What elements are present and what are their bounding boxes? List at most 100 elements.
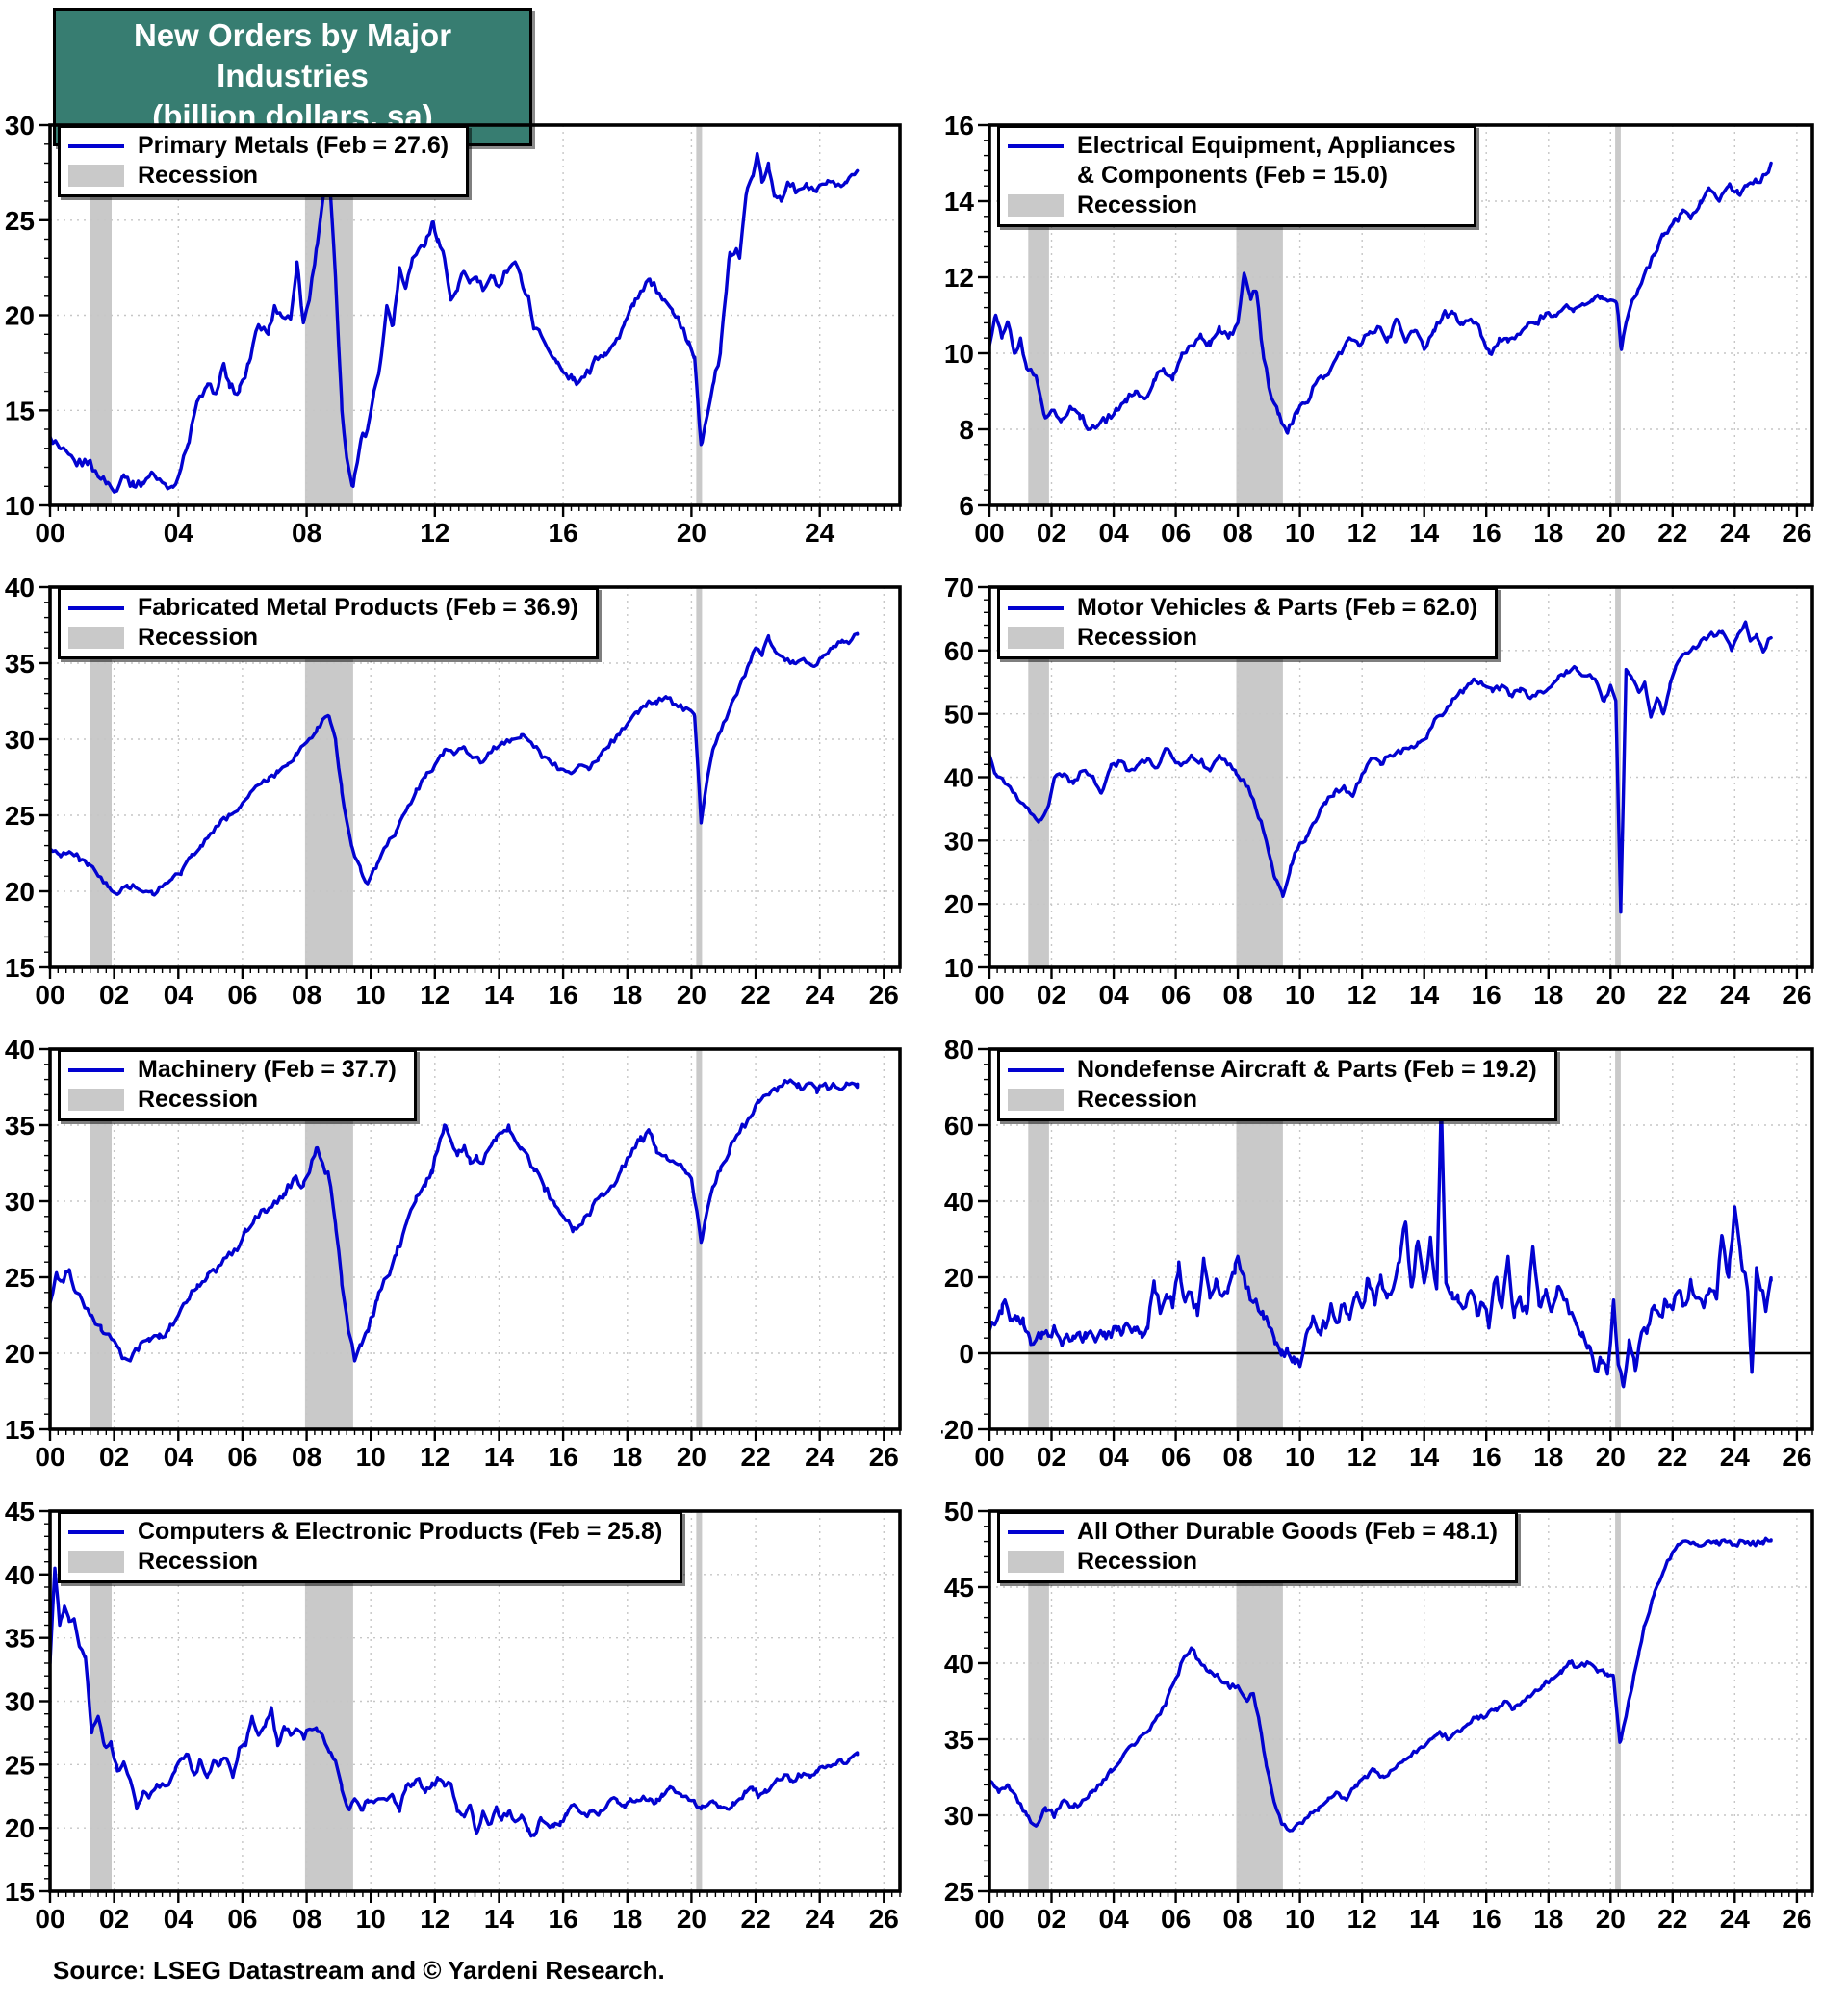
y-tick-label: 30 [5, 725, 35, 755]
recession-band [1028, 1511, 1049, 1891]
data-line [50, 1078, 860, 1363]
y-tick-label: 15 [5, 953, 35, 983]
legend-line-swatch [68, 593, 124, 623]
legend: Fabricated Metal Products (Feb = 36.9) Re… [58, 587, 599, 659]
x-tick-label: 04 [164, 518, 194, 548]
data-line [50, 151, 860, 494]
legend-recession-label: Recession [138, 162, 259, 189]
x-tick-label: 00 [35, 980, 64, 1010]
legend-line-swatch [1008, 593, 1064, 623]
legend-series-label: Fabricated Metal Products (Feb = 36.9) [138, 594, 578, 621]
x-tick-label: 10 [356, 980, 386, 1010]
legend-recession-row: Recession [68, 1547, 662, 1577]
panel-computers-electronic-products: 00 02 04 06 08 10 12 14 16 18 20 22 24 26 15 20 25 30 35 40… [2, 1482, 911, 1935]
legend-series-label: Motor Vehicles & Parts (Feb = 62.0) [1077, 594, 1478, 621]
y-tick-label: 40 [944, 1187, 974, 1217]
data-line [989, 161, 1773, 435]
x-tick-label: 08 [292, 1442, 321, 1472]
x-tick-label: 06 [227, 1442, 257, 1472]
y-tick-label: 15 [5, 1415, 35, 1445]
x-tick-label: 18 [1533, 1442, 1563, 1472]
x-tick-label: 00 [35, 1904, 64, 1934]
x-tick-label: 12 [1348, 980, 1377, 1010]
y-tick-label: 50 [944, 1497, 974, 1527]
y-tick-label: 20 [944, 1263, 974, 1293]
y-tick-label: 40 [944, 763, 974, 793]
legend-recession-swatch [68, 1547, 124, 1577]
panel-all-other-durable-goods: 00 02 04 06 08 10 12 14 16 18 20 22 24 26 25 30 35 40 45 50… [941, 1482, 1824, 1935]
legend-series-label: Nondefense Aircraft & Parts (Feb = 19.2) [1077, 1056, 1537, 1083]
x-tick-label: 08 [1223, 518, 1253, 548]
x-tick-label: 16 [1472, 1442, 1502, 1472]
legend-recession-swatch [68, 623, 124, 653]
x-tick-label: 08 [1223, 1442, 1253, 1472]
x-tick-label: 20 [677, 980, 706, 1010]
legend-recession-swatch [1008, 1547, 1064, 1577]
panel-nondefense-aircraft-parts: 00 02 04 06 08 10 12 14 16 18 20 22 24 26 -20 0 20 40 60 80… [941, 1020, 1824, 1473]
legend-line-swatch [1008, 1517, 1064, 1547]
x-tick-label: 12 [420, 980, 449, 1010]
x-tick-label: 16 [1472, 518, 1502, 548]
x-tick-label: 26 [1782, 980, 1811, 1010]
y-tick-label: 60 [944, 636, 974, 666]
y-tick-label: 20 [5, 877, 35, 907]
y-tick-label: 30 [5, 1687, 35, 1717]
x-tick-label: 02 [1037, 518, 1066, 548]
y-tick-label: -20 [941, 1415, 974, 1445]
y-tick-label: 12 [944, 263, 974, 293]
y-tick-label: 25 [5, 1263, 35, 1293]
x-tick-label: 16 [549, 1442, 578, 1472]
x-tick-label: 06 [1161, 980, 1191, 1010]
x-tick-label: 16 [549, 1904, 578, 1934]
legend-recession-swatch [68, 1085, 124, 1115]
legend-recession-row: Recession [1008, 623, 1477, 653]
legend: Nondefense Aircraft & Parts (Feb = 19.2)… [997, 1049, 1557, 1121]
panel-motor-vehicles-parts: 00 02 04 06 08 10 12 14 16 18 20 22 24 26 10 20 30 40 50 60… [941, 558, 1824, 1011]
legend-recession-row: Recession [1008, 1085, 1537, 1115]
legend-recession-swatch [1008, 623, 1064, 653]
x-tick-label: 08 [292, 518, 321, 548]
legend-recession-row: Recession [68, 623, 578, 653]
y-tick-label: 30 [5, 1187, 35, 1217]
y-tick-label: 30 [944, 826, 974, 856]
x-tick-label: 26 [1782, 1904, 1811, 1934]
legend-series-row: All Other Durable Goods (Feb = 48.1) [1008, 1517, 1498, 1547]
x-tick-label: 06 [227, 980, 257, 1010]
x-tick-label: 10 [1285, 518, 1315, 548]
y-tick-label: 20 [944, 889, 974, 919]
x-tick-label: 16 [1472, 980, 1502, 1010]
x-tick-label: 22 [741, 1442, 771, 1472]
x-tick-label: 06 [1161, 1442, 1191, 1472]
legend-recession-swatch [1008, 1085, 1064, 1115]
legend-line-swatch [68, 131, 124, 161]
y-tick-label: 45 [5, 1497, 35, 1527]
x-tick-label: 16 [549, 518, 578, 548]
recession-band [90, 1511, 112, 1891]
x-tick-label: 20 [677, 518, 706, 548]
legend-series-label: All Other Durable Goods (Feb = 48.1) [1077, 1518, 1498, 1545]
y-tick-label: 25 [5, 801, 35, 831]
nondefense-aircraft-parts-chart: 00 02 04 06 08 10 12 14 16 18 20 22 24 26 -20 0 20 40 60 80 [941, 1035, 1814, 1472]
y-tick-label: 25 [944, 1877, 974, 1907]
primary-metals-chart: 00 04 08 12 16 20 24 10 15 20 25 30 [5, 111, 902, 548]
y-tick-label: 60 [944, 1111, 974, 1141]
x-tick-label: 04 [164, 1904, 194, 1934]
legend: Electrical Equipment, Appliances & Compon… [997, 125, 1476, 227]
x-tick-label: 18 [612, 980, 642, 1010]
y-tick-label: 10 [944, 339, 974, 369]
x-tick-label: 00 [974, 980, 1004, 1010]
x-tick-label: 18 [612, 1442, 642, 1472]
legend: Primary Metals (Feb = 27.6) Recession [58, 125, 470, 197]
panel-electrical-equipment: 00 02 04 06 08 10 12 14 16 18 20 22 24 26 6 8 10 12 14 16 El… [941, 96, 1824, 549]
x-tick-label: 12 [1348, 518, 1377, 548]
y-tick-label: 25 [5, 206, 35, 236]
legend-recession-row: Recession [1008, 191, 1456, 220]
legend-recession-row: Recession [1008, 1547, 1498, 1577]
legend-recession-row: Recession [68, 1085, 397, 1115]
legend-recession-label: Recession [138, 1086, 259, 1113]
y-tick-label: 40 [944, 1649, 974, 1679]
x-tick-label: 22 [741, 980, 771, 1010]
y-tick-label: 35 [5, 1624, 35, 1654]
x-tick-label: 24 [805, 518, 835, 548]
x-tick-label: 24 [1720, 518, 1751, 548]
